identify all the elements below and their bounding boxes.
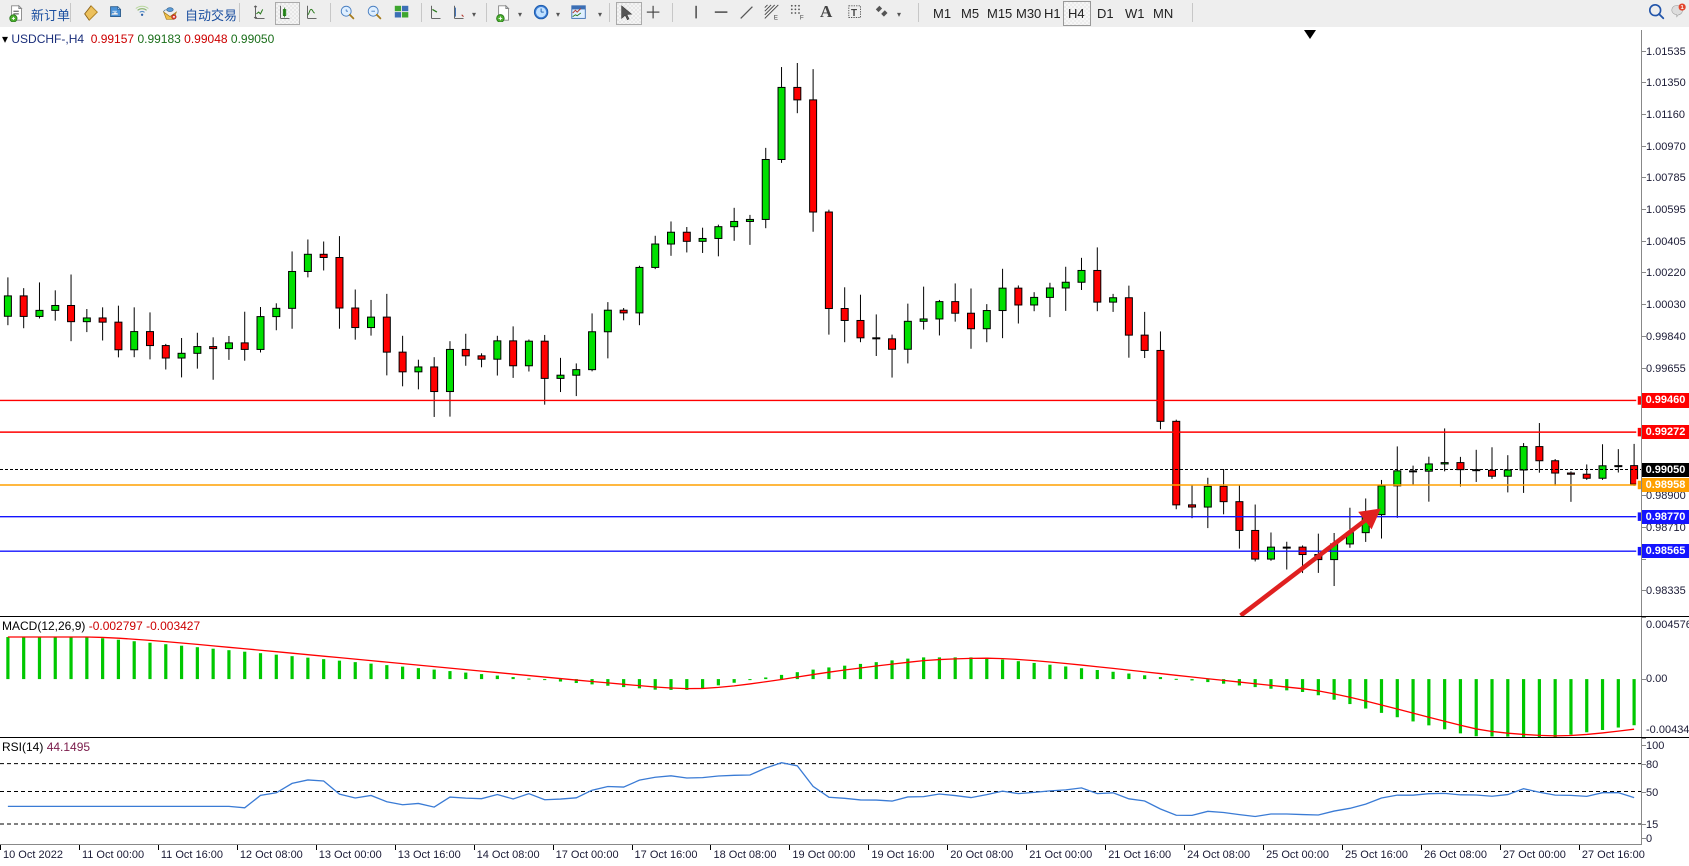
svg-text:F: F — [800, 14, 804, 21]
svg-text:E: E — [774, 14, 778, 21]
svg-text:T: T — [851, 8, 857, 19]
